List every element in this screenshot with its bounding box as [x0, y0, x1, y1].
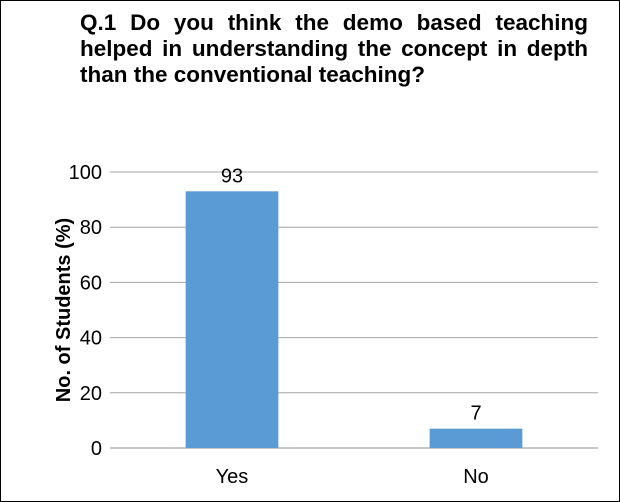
data-label: 7	[470, 403, 481, 425]
bars	[185, 191, 523, 448]
y-tick-label: 100	[69, 162, 102, 184]
y-tick-label: 80	[80, 217, 102, 239]
category-labels: Yes No	[216, 466, 489, 488]
bar-yes	[185, 191, 279, 448]
y-tick-label: 60	[80, 272, 102, 294]
gridlines	[110, 171, 598, 449]
y-tick-label: 0	[91, 438, 102, 460]
x-tick-label: Yes	[216, 466, 249, 488]
data-label: 93	[221, 165, 243, 187]
y-tick-label: 20	[80, 383, 102, 405]
y-axis-label: No. of Students (%)	[53, 218, 75, 402]
chart-title: Q.1 Do you think the demo based teaching…	[80, 10, 588, 87]
x-tick-label: No	[463, 466, 489, 488]
bar-no	[429, 428, 523, 448]
y-tick-label: 40	[80, 328, 102, 350]
y-tick-labels: 0 20 40 60 80 100	[69, 162, 102, 460]
data-labels: 93 7	[221, 165, 482, 424]
